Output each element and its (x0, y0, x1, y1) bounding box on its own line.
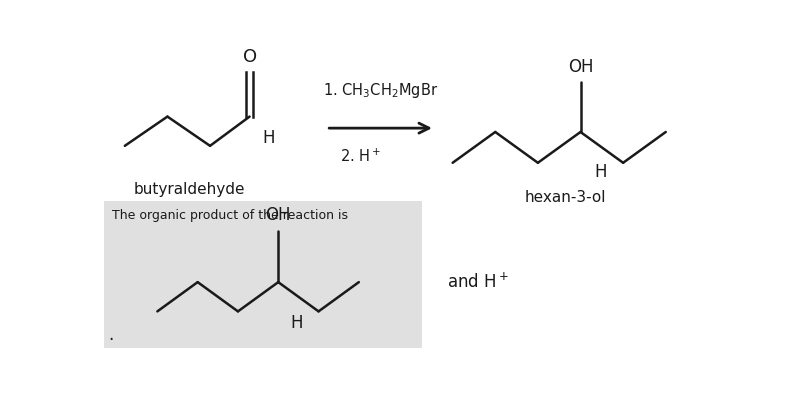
Text: OH: OH (568, 58, 594, 76)
Text: O: O (242, 48, 257, 66)
Text: H: H (594, 163, 607, 181)
Text: hexan-3-ol: hexan-3-ol (524, 190, 606, 205)
Text: 1. CH$_3$CH$_2$MgBr: 1. CH$_3$CH$_2$MgBr (323, 81, 438, 100)
Bar (104, 201, 422, 348)
Text: and H$^+$: and H$^+$ (447, 273, 510, 292)
Text: butyraldehyde: butyraldehyde (134, 182, 245, 197)
Text: H: H (262, 129, 274, 147)
Text: OH: OH (266, 206, 291, 224)
Text: H: H (290, 314, 302, 333)
Text: The organic product of the reaction is: The organic product of the reaction is (112, 209, 348, 222)
Text: 2. H$^+$: 2. H$^+$ (340, 147, 382, 165)
Text: .: . (108, 326, 113, 344)
